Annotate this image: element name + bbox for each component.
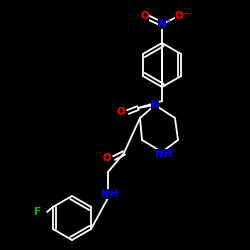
Text: O: O [140,11,149,21]
Text: +: + [164,18,170,24]
Text: −: − [182,10,190,18]
Text: NH: NH [101,189,119,199]
Text: F: F [34,207,42,217]
Text: O: O [103,153,112,163]
Text: O: O [116,107,126,117]
Text: N: N [150,100,160,110]
Text: NH: NH [155,149,173,159]
Text: N: N [158,19,166,29]
Text: +: + [170,147,176,153]
Text: O: O [174,11,184,21]
